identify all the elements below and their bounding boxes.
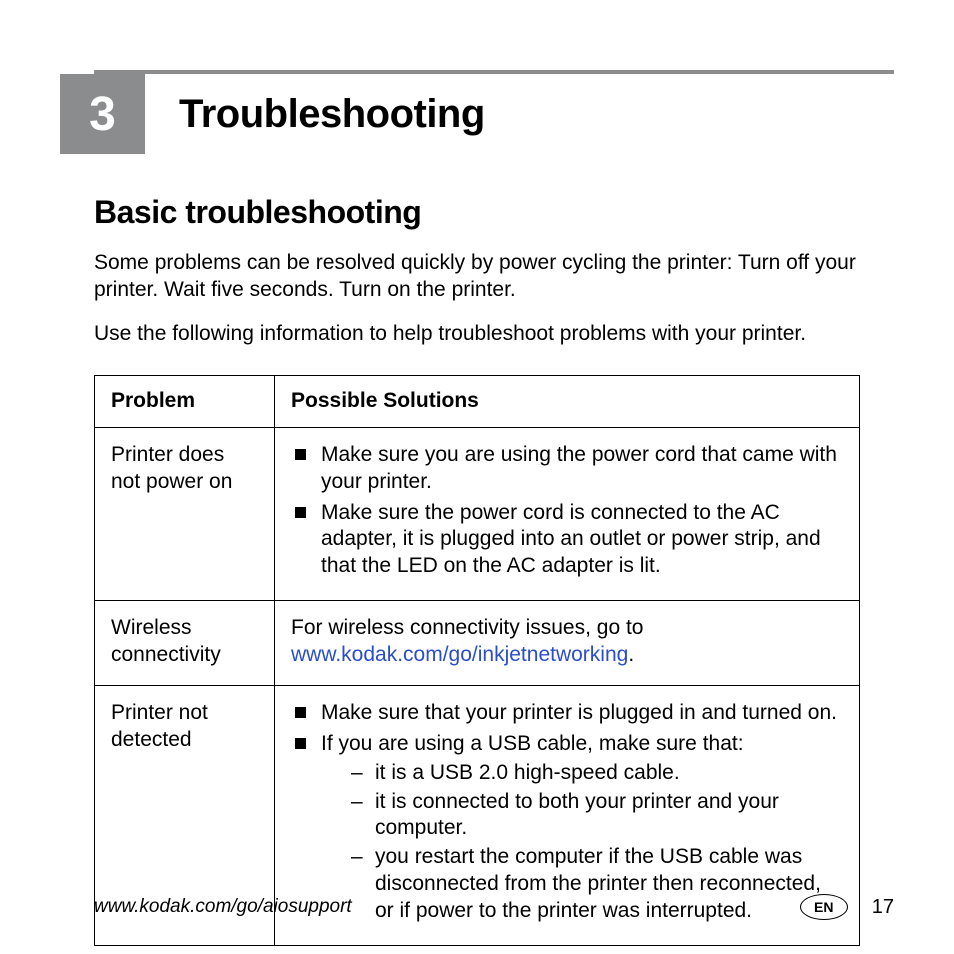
table-row: Printer does not power on Make sure you … <box>95 427 860 600</box>
dash-item: it is connected to both your printer and… <box>351 789 843 843</box>
solution-text-suffix: . <box>628 643 634 666</box>
bullet-item: Make sure that your printer is plugged i… <box>291 700 843 727</box>
chapter-number-block: 3 <box>60 74 145 154</box>
support-link[interactable]: www.kodak.com/go/inkjetnetworking <box>291 643 628 666</box>
footer-url: www.kodak.com/go/aiosupport <box>94 896 352 918</box>
page-footer: www.kodak.com/go/aiosupport EN 17 <box>94 894 894 920</box>
intro-paragraph-2: Use the following information to help tr… <box>94 320 860 347</box>
language-badge: EN <box>800 894 848 920</box>
solution-cell: For wireless connectivity issues, go to … <box>275 601 860 686</box>
problem-cell: Wireless connectivity <box>95 601 275 686</box>
table-header-row: Problem Possible Solutions <box>95 375 860 427</box>
troubleshooting-table: Problem Possible Solutions Printer does … <box>94 375 860 946</box>
solution-text-prefix: For wireless connectivity issues, go to <box>291 616 643 639</box>
table-row: Wireless connectivity For wireless conne… <box>95 601 860 686</box>
bullet-item-text: If you are using a USB cable, make sure … <box>321 732 744 755</box>
section-title: Basic troubleshooting <box>94 194 860 231</box>
col-header-solutions: Possible Solutions <box>275 375 860 427</box>
page-number: 17 <box>872 896 894 919</box>
intro-paragraph-1: Some problems can be resolved quickly by… <box>94 249 860 304</box>
chapter-title: Troubleshooting <box>145 74 485 154</box>
solution-cell: Make sure you are using the power cord t… <box>275 427 860 600</box>
bullet-item: Make sure the power cord is connected to… <box>291 500 843 581</box>
col-header-problem: Problem <box>95 375 275 427</box>
dash-item: it is a USB 2.0 high-speed cable. <box>351 760 843 787</box>
bullet-list: Make sure that your printer is plugged i… <box>291 700 843 925</box>
manual-page: 3 Troubleshooting Basic troubleshooting … <box>0 0 954 954</box>
chapter-header: 3 Troubleshooting <box>60 74 894 154</box>
bullet-list: Make sure you are using the power cord t… <box>291 442 843 580</box>
footer-right: EN 17 <box>800 894 894 920</box>
problem-cell: Printer does not power on <box>95 427 275 600</box>
bullet-item: Make sure you are using the power cord t… <box>291 442 843 496</box>
